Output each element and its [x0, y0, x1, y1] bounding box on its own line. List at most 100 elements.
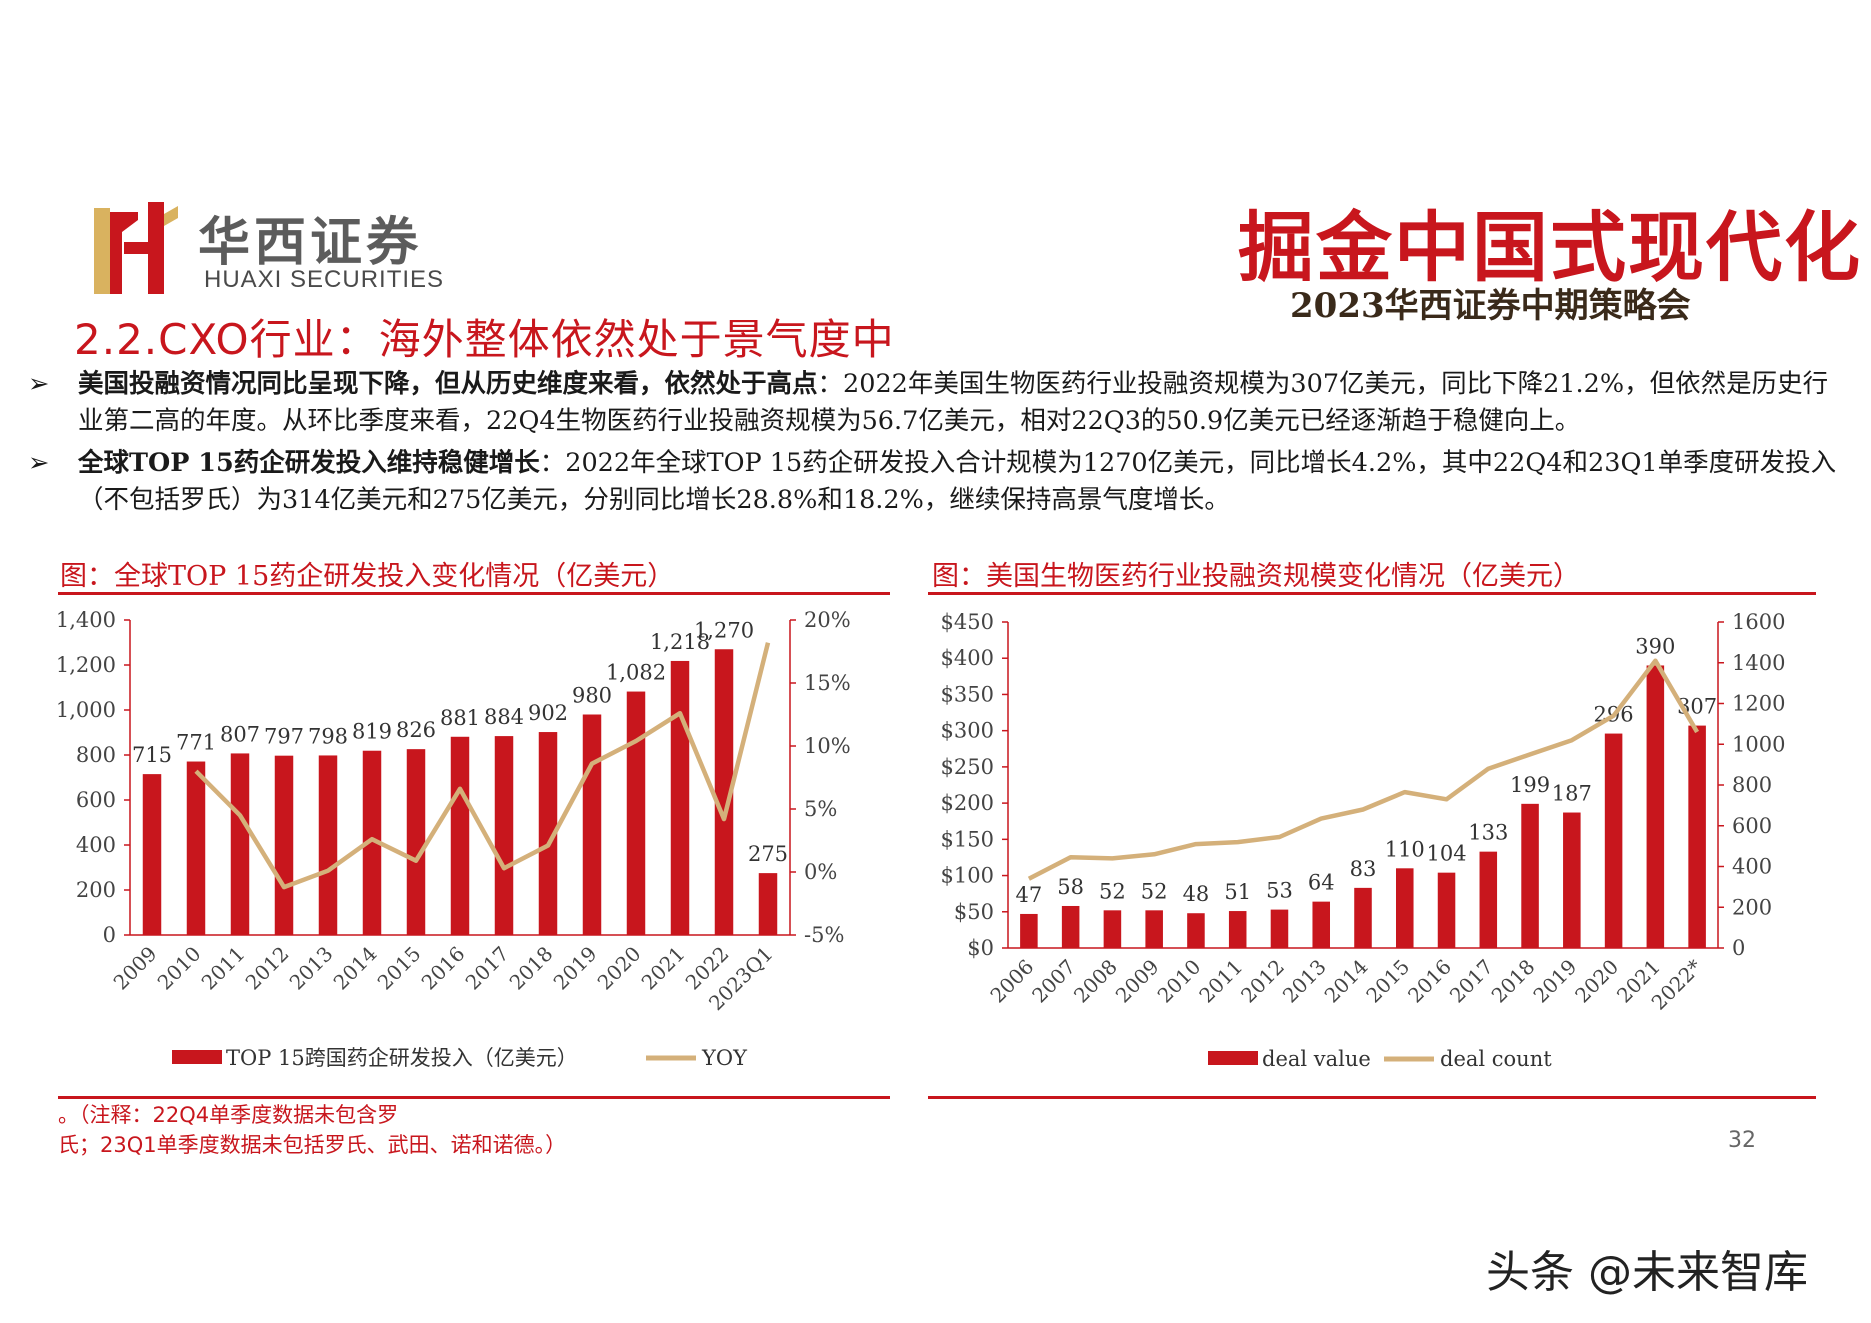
rd-bar-label: 826	[396, 718, 436, 742]
rd-bar	[670, 660, 690, 935]
page-number: 32	[1728, 1128, 1756, 1153]
rd-x-tick-label: 2014	[329, 942, 382, 995]
bullet-list: ➢ 美国投融资情况同比呈现下降，但从历史维度来看，依然处于高点：2022年美国生…	[28, 366, 1848, 524]
rd-bar	[450, 736, 470, 935]
rd-x-tick-label: 2010	[153, 942, 206, 995]
us-bar	[1688, 725, 1706, 948]
us-y2-tick-label: 1000	[1732, 732, 1785, 756]
rd-line-series	[194, 642, 771, 890]
rd-bar-label: 819	[352, 720, 392, 744]
right-chart: $0 $50 $100 $150 $200 $250 $300 $350 $400 $450 0 20…	[941, 610, 1786, 1071]
conference-title: 2023华西证券中期策略会	[1290, 286, 1691, 326]
slogan: 掘金中国式现代化	[1238, 203, 1862, 292]
rd-y-tick-label: 200	[76, 878, 116, 902]
us-x-tick-label: 2006	[985, 955, 1038, 1008]
rd-x-tick-label: 2012	[241, 942, 294, 995]
rd-x-tick-label: 2009	[109, 942, 162, 995]
us-x-tick-label: 2007	[1027, 955, 1080, 1008]
rd-legend-line-label: YOY	[701, 1046, 748, 1070]
us-bar	[1563, 812, 1581, 948]
rd-y-tick-label: 800	[76, 743, 116, 767]
us-y2-tick-label: 1600	[1732, 610, 1785, 634]
us-legend-line-label: deal count	[1440, 1047, 1552, 1071]
us-x-tick-label: 2014	[1320, 955, 1373, 1008]
us-y-tick-label: $100	[941, 864, 994, 888]
left-chart-title: 图：全球TOP 15药企研发投入变化情况（亿美元）	[60, 561, 675, 592]
us-bar-label: 48	[1183, 882, 1210, 906]
rd-bar	[274, 755, 294, 935]
rd-y2-tick-label: 10%	[804, 734, 851, 758]
rd-x-tick-label: 2018	[505, 942, 558, 995]
us-bar-label: 52	[1141, 879, 1168, 903]
us-line-series	[1027, 658, 1700, 881]
rd-bar-label: 980	[572, 684, 612, 708]
rd-bar-label: 881	[440, 706, 480, 730]
rd-bar	[230, 753, 250, 935]
us-bar-label: 58	[1057, 875, 1084, 899]
us-x-tick-label: 2010	[1153, 955, 1206, 1008]
us-x-tick-label: 2017	[1445, 955, 1498, 1008]
us-bar-label: 133	[1468, 821, 1508, 845]
us-y-tick-label: $250	[941, 755, 994, 779]
us-x-tick-label: 2011	[1194, 955, 1247, 1008]
rd-bar-label: 1,082	[606, 661, 666, 685]
left-chart-top-rule	[58, 592, 890, 595]
us-bar-label: 83	[1350, 857, 1377, 881]
us-legend-bar-label: deal value	[1262, 1047, 1371, 1071]
rd-x-tick-label: 2019	[549, 942, 602, 995]
rd-legend-bar-swatch	[172, 1050, 222, 1064]
rd-y2-tick-label: 0%	[804, 860, 837, 884]
us-bar	[1354, 887, 1372, 948]
us-bar	[1604, 733, 1623, 948]
rd-bar-label: 798	[308, 724, 348, 748]
us-x-tick-label: 2019	[1528, 955, 1581, 1008]
rd-bar	[538, 732, 558, 935]
us-y-tick-label: $450	[941, 610, 994, 634]
us-y2-tick-label: 400	[1732, 855, 1772, 879]
rd-y2-tick-label: 15%	[804, 671, 851, 695]
us-bar-label: 52	[1099, 879, 1126, 903]
us-bar	[1187, 913, 1205, 948]
rd-bar-label: 902	[528, 701, 568, 725]
bullet-item: ➢ 美国投融资情况同比呈现下降，但从历史维度来看，依然处于高点：2022年美国生…	[28, 366, 1848, 440]
us-y-tick-label: $200	[941, 791, 994, 815]
us-bar-label: 187	[1552, 782, 1592, 806]
rd-bar-label: 275	[748, 842, 788, 866]
us-bar	[1395, 868, 1414, 948]
rd-y2-tick-label: -5%	[804, 923, 844, 947]
rd-legend-bar-label: TOP 15跨国药企研发投入（亿美元）	[226, 1046, 578, 1070]
bullet-text: ：2022年美国生物医药行业投融资规模为307亿美元，同比下降21.2%，但依然…	[78, 369, 1829, 436]
us-x-tick-label: 2012	[1236, 955, 1289, 1008]
us-bar	[1312, 901, 1331, 948]
us-bar	[1103, 910, 1122, 948]
us-bar-label: 47	[1016, 883, 1043, 907]
us-bar	[1437, 872, 1456, 948]
rd-y2-tick-label: 5%	[804, 797, 837, 821]
left-chart: 0 200 400 600 800 1,000 1,200 1,400 -5% 0% 5% 10% 15…	[56, 608, 851, 1070]
rd-bar	[186, 761, 206, 935]
bullet-text: ：2022年全球TOP 15药企研发投入合计规模为1270亿美元，同比增长4.2…	[78, 448, 1837, 515]
us-bar-label: 390	[1635, 634, 1675, 658]
rd-x-tick-label: 2011	[197, 942, 250, 995]
us-bar	[1270, 909, 1289, 948]
rd-bar-label: 715	[132, 743, 172, 767]
us-y2-tick-label: 800	[1732, 773, 1772, 797]
left-chart-bottom-rule	[58, 1096, 890, 1099]
us-y-tick-label: $300	[941, 719, 994, 743]
huaxi-logo-icon	[94, 202, 178, 294]
us-bar	[1020, 913, 1038, 948]
footnote: 。（注释：22Q4单季度数据未包含罗 氏；23Q1单季度数据未包括罗氏、武田、诺…	[58, 1100, 566, 1160]
bullet-item: ➢ 全球TOP 15药企研发投入维持稳健增长：2022年全球TOP 15药企研发…	[28, 445, 1848, 519]
us-y2-tick-label: 600	[1732, 814, 1772, 838]
rd-bar	[582, 714, 602, 935]
right-chart-bottom-rule	[928, 1096, 1816, 1099]
us-y-tick-label: $50	[954, 900, 994, 924]
us-y2-tick-label: 0	[1732, 936, 1745, 960]
us-x-tick-label: 2013	[1278, 955, 1331, 1008]
watermark: 头条 @未来智库	[1486, 1247, 1808, 1298]
us-bar	[1061, 905, 1080, 948]
us-bar	[1521, 803, 1539, 948]
us-y2-tick-label: 200	[1732, 895, 1772, 919]
us-bar-label: 51	[1224, 880, 1251, 904]
rd-y-tick-label: 0	[103, 923, 116, 947]
